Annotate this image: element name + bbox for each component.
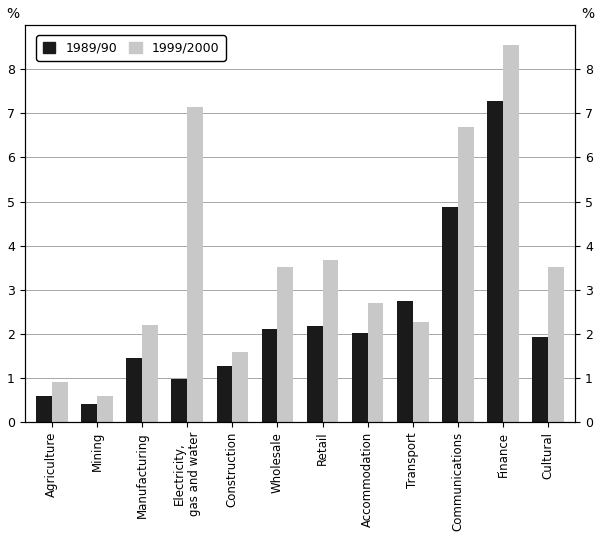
Bar	[442, 207, 458, 422]
Bar	[307, 327, 323, 422]
Bar	[172, 379, 187, 422]
Bar	[81, 405, 97, 422]
Bar	[97, 397, 113, 422]
Bar	[413, 322, 428, 422]
Bar	[487, 101, 503, 422]
Text: %: %	[6, 7, 19, 21]
Bar	[187, 107, 203, 422]
Bar	[548, 267, 564, 422]
Bar	[323, 260, 338, 422]
Bar	[36, 397, 52, 422]
Bar	[262, 329, 277, 422]
Bar	[52, 383, 68, 422]
Bar	[458, 126, 474, 422]
Legend: 1989/90, 1999/2000: 1989/90, 1999/2000	[37, 36, 226, 61]
Text: %: %	[581, 7, 594, 21]
Bar	[277, 267, 293, 422]
Bar	[126, 358, 142, 422]
Bar	[397, 301, 413, 422]
Bar	[532, 337, 548, 422]
Bar	[352, 333, 368, 422]
Bar	[142, 325, 158, 422]
Bar	[368, 303, 383, 422]
Bar	[232, 351, 248, 422]
Bar	[503, 45, 519, 422]
Bar	[217, 366, 232, 422]
